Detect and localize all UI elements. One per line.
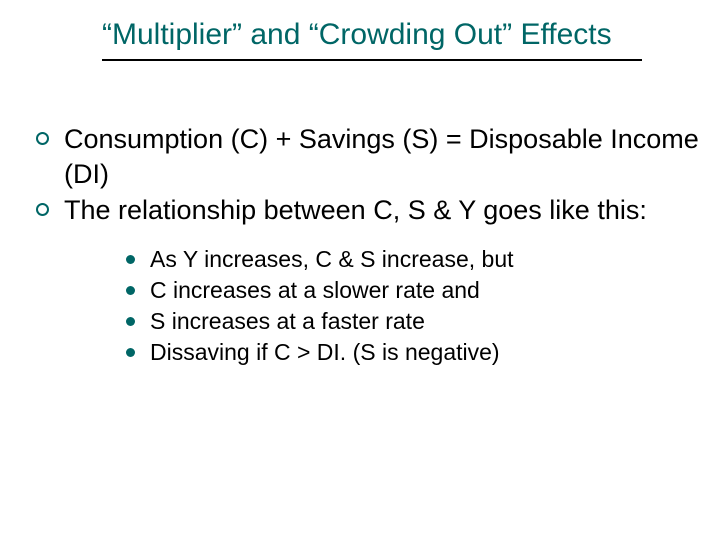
bullet-item: Consumption (C) + Savings (S) = Disposab… [30,122,710,191]
sub-bullet-text: As Y increases, C & S increase, but [150,246,514,272]
bullet-item: The relationship between C, S & Y goes l… [30,193,710,368]
sub-bullet-item: As Y increases, C & S increase, but [122,244,710,275]
sub-bullet-list: As Y increases, C & S increase, but C in… [122,244,710,368]
bullet-list: Consumption (C) + Savings (S) = Disposab… [30,122,710,368]
sub-bullet-text: Dissaving if C > DI. (S is negative) [150,339,500,365]
slide: “Multiplier” and “Crowding Out” Effects … [0,0,720,540]
slide-title: “Multiplier” and “Crowding Out” Effects [102,18,662,53]
bullet-text: The relationship between C, S & Y goes l… [64,195,647,225]
sub-bullet-item: Dissaving if C > DI. (S is negative) [122,337,710,368]
sub-bullet-text: C increases at a slower rate and [150,277,480,303]
sub-bullet-item: C increases at a slower rate and [122,275,710,306]
sub-bullet-text: S increases at a faster rate [150,308,425,334]
title-block: “Multiplier” and “Crowding Out” Effects [102,18,662,61]
title-underline [102,59,642,61]
body-block: Consumption (C) + Savings (S) = Disposab… [30,122,710,370]
sub-bullet-item: S increases at a faster rate [122,306,710,337]
bullet-text: Consumption (C) + Savings (S) = Disposab… [64,124,699,189]
